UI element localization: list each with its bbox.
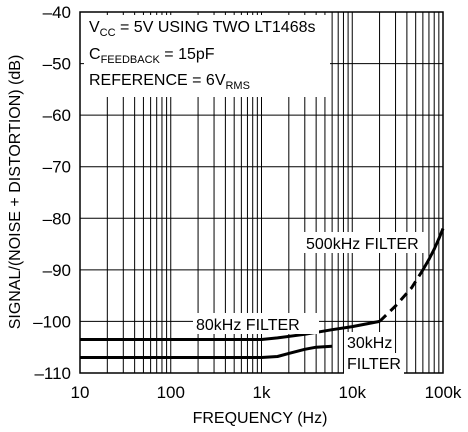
series-label-background — [344, 353, 404, 374]
y-tick-label: –80 — [43, 209, 71, 228]
series-label: 500kHz FILTER — [306, 236, 419, 253]
annotation-box: VCC = 5V USING TWO LT1468s CFEEDBACK = 15… — [84, 15, 330, 97]
annotation-subscript: RMS — [225, 80, 249, 92]
y-axis-title: SIGNAL/(NOISE + DISTORTION) (dB) — [7, 55, 24, 330]
annotation-text: V — [89, 19, 100, 36]
y-tick-label: –100 — [33, 312, 71, 331]
x-tick-label: 10k — [339, 383, 367, 402]
series-label: 30kHz — [347, 335, 392, 352]
annotation-text: REFERENCE = 6V — [89, 72, 226, 89]
series-label-background — [193, 313, 319, 334]
annotation-text: C — [89, 46, 101, 63]
series-line — [421, 228, 445, 271]
series-label-background — [303, 232, 427, 253]
x-tick-label: 100k — [425, 383, 462, 402]
annotation-text: = 5V USING TWO LT1468s — [116, 19, 316, 36]
y-tick-label: –40 — [43, 3, 71, 22]
annotation-background — [84, 15, 330, 97]
x-tick-label: 1k — [253, 383, 271, 402]
x-tick-label: 10 — [71, 383, 90, 402]
series-label: 80kHz FILTER — [196, 317, 300, 334]
y-tick-label: –110 — [34, 364, 71, 383]
y-tick-label: –70 — [43, 158, 71, 177]
annotation-line: CFEEDBACK = 15pF — [89, 46, 215, 66]
series-labels: 80kHz FILTER 30kHz FILTER 500kHz FILTER — [193, 232, 427, 374]
plot-border — [79, 11, 444, 374]
y-tick-label: –50 — [43, 55, 71, 74]
annotation-subscript: FEEDBACK — [101, 54, 161, 66]
x-tick-labels: 10 100 1k 10k 100k — [71, 383, 462, 402]
series-lines — [80, 228, 445, 359]
y-tick-label: –60 — [43, 106, 71, 125]
annotation-subscript: CC — [100, 27, 116, 39]
y-tick-label: –90 — [43, 261, 71, 280]
x-axis-title: FREQUENCY (Hz) — [193, 410, 328, 427]
series-label: FILTER — [347, 356, 401, 373]
y-tick-labels: –40 –50 –60 –70 –80 –90 –100 –110 — [33, 3, 71, 383]
series-line — [80, 319, 380, 341]
plot-frame — [79, 11, 444, 374]
annotation-text: = 15pF — [160, 46, 215, 63]
x-tick-label: 100 — [157, 383, 185, 402]
series-label-background — [344, 332, 394, 353]
annotation-line: REFERENCE = 6VRMS — [89, 72, 250, 92]
series-line — [378, 269, 425, 323]
series-line — [80, 344, 333, 359]
annotation-line: VCC = 5V USING TWO LT1468s — [89, 19, 315, 39]
